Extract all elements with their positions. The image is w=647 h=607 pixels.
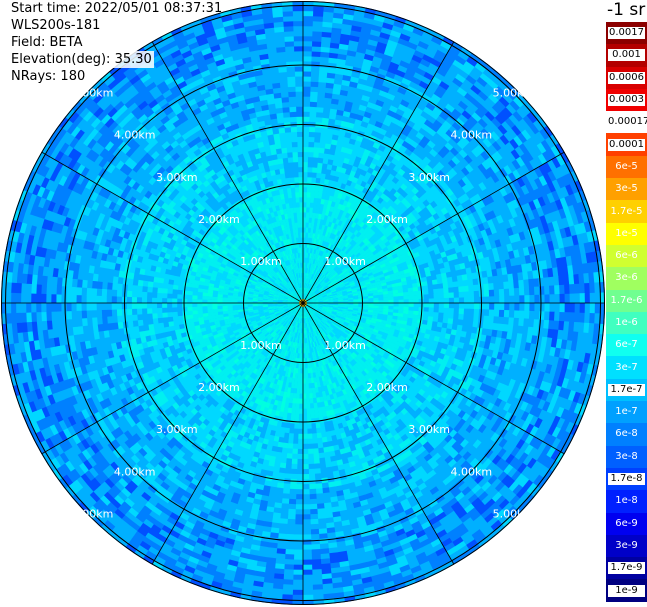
colorbar-swatch: 0.0001 — [606, 133, 647, 156]
range-ring-label: 3.00km — [408, 423, 450, 436]
range-ring-label: 2.00km — [366, 213, 408, 226]
range-ring-label: 3.00km — [156, 171, 198, 184]
colorbar-label: 3e-9 — [615, 539, 638, 551]
range-ring-label: 3.00km — [156, 423, 198, 436]
colorbar-label: 3e-5 — [615, 183, 638, 195]
colorbar-swatch: 1.7e-5 — [606, 200, 647, 223]
colorbar-swatch: 3e-7 — [606, 356, 647, 379]
colorbar-label: 1e-7 — [615, 406, 638, 418]
colorbar-swatch: 0.0017 — [606, 22, 647, 45]
field-text: Field: BETA — [11, 35, 83, 50]
range-ring-label: 5.00km — [493, 507, 535, 520]
scan-info: Start time: 2022/05/01 08:37:31 WLS200s-… — [0, 0, 222, 85]
range-ring-label: 1.00km — [324, 339, 366, 352]
colorbar-swatch: 0.001 — [606, 44, 647, 67]
colorbar-swatch: 1.7e-9 — [606, 557, 647, 580]
elevation-value: 35.30 — [114, 52, 152, 67]
colorbar-label: 1.7e-7 — [608, 383, 645, 396]
colorbar-label: 6e-5 — [615, 160, 638, 172]
range-ring-label: 1.00km — [324, 255, 366, 268]
colorbar-label: 1e-8 — [615, 495, 638, 507]
colorbar-label: 1.7e-9 — [608, 562, 645, 575]
colorbar-swatch: 3e-6 — [606, 267, 647, 290]
colorbar-label: 6e-7 — [615, 339, 638, 351]
colorbar-swatch: 3e-9 — [606, 534, 647, 558]
colorbar-swatch: 1e-8 — [606, 490, 647, 513]
colorbar-swatch: 6e-7 — [606, 334, 647, 357]
colorbar-label: 1e-5 — [615, 227, 638, 239]
range-ring-label: 4.00km — [114, 129, 156, 142]
elevation-label: Elevation(deg): — [11, 52, 111, 67]
colorbar-label: 0.0017 — [608, 27, 645, 40]
colorbar-label: 0.0006 — [608, 71, 645, 84]
ppi-scan-plot: 1.00km 1.00km 1.00km 1.00km 2.00km 2.00km 2.00… — [1, 1, 605, 605]
colorbar-label: 0.00017 — [608, 116, 647, 129]
colorbar-swatch: 0.0003 — [606, 88, 647, 112]
range-ring-label: 5.00km — [72, 507, 114, 520]
colorbar-label: 3e-6 — [615, 272, 638, 284]
nrays-text: NRays: 180 — [11, 69, 86, 84]
range-ring-label: 4.00km — [114, 465, 156, 478]
colorbar-swatch: 0.00017 — [606, 111, 647, 134]
colorbar-label: 0.001 — [608, 49, 645, 62]
colorbar-label: 6e-6 — [615, 250, 638, 262]
colorbar-swatch: 0.0006 — [606, 66, 647, 89]
colorbar-swatch: 1e-9 — [606, 579, 647, 602]
colorbar-swatch: 1.7e-6 — [606, 289, 647, 312]
colorbar-unit: -1 sr — [607, 0, 646, 20]
colorbar-swatch: 1.7e-8 — [606, 467, 647, 491]
azimuth-spoke — [151, 41, 455, 565]
colorbar-label: 1e-6 — [615, 317, 638, 328]
range-ring-labels: 1.00km 1.00km 1.00km 1.00km 2.00km 2.00km 2.00… — [72, 87, 534, 521]
range-ring-label: 2.00km — [198, 213, 240, 226]
colorbar-swatch: 6e-9 — [606, 512, 647, 535]
colorbar-swatch: 1.7e-7 — [606, 378, 647, 402]
instrument-text: WLS200s-181 — [11, 18, 101, 33]
start-time-text: Start time: 2022/05/01 08:37:31 — [11, 1, 223, 16]
colorbar-label: 3e-7 — [615, 361, 638, 373]
colorbar-label: 1.7e-5 — [610, 205, 643, 217]
range-ring-label: 2.00km — [366, 381, 408, 394]
elevation-row: Elevation(deg): 35.30 — [0, 51, 222, 68]
colorbar-swatch: 3e-8 — [606, 445, 647, 468]
range-ring-label: 3.00km — [408, 171, 450, 184]
range-ring-label: 2.00km — [198, 381, 240, 394]
colorbar-legend: 0.0017 0.001 0.0006 0.0003 0.00017 0.0001 6e-5… — [606, 22, 647, 602]
colorbar-swatch: 1e-6 — [606, 311, 647, 335]
range-ring-label: 5.00km — [493, 87, 535, 100]
colorbar-swatch: 1e-5 — [606, 222, 647, 245]
range-ring-label: 4.00km — [451, 465, 493, 478]
colorbar-label: 1e-9 — [608, 584, 645, 597]
colorbar-label: 0.0001 — [608, 138, 645, 151]
azimuth-spokes — [1, 1, 605, 605]
colorbar-label: 0.0003 — [608, 94, 645, 107]
range-ring-label: 5.00km — [72, 87, 114, 100]
colorbar-swatch: 6e-8 — [606, 423, 647, 446]
colorbar-swatch: 3e-5 — [606, 178, 647, 201]
colorbar-label: 6e-9 — [615, 517, 638, 529]
colorbar-label: 3e-8 — [615, 450, 638, 462]
colorbar-label: 1.7e-8 — [608, 473, 645, 486]
colorbar-label: 6e-8 — [615, 428, 638, 440]
colorbar-swatch: 6e-6 — [606, 244, 647, 268]
backscatter-field — [1, 1, 605, 605]
colorbar-label: 1.7e-6 — [610, 294, 643, 306]
range-ring-label: 4.00km — [451, 129, 493, 142]
colorbar-swatch: 6e-5 — [606, 155, 647, 179]
colorbar-swatch: 1e-7 — [606, 401, 647, 424]
range-ring-label: 1.00km — [240, 255, 282, 268]
range-ring-label: 1.00km — [240, 339, 282, 352]
